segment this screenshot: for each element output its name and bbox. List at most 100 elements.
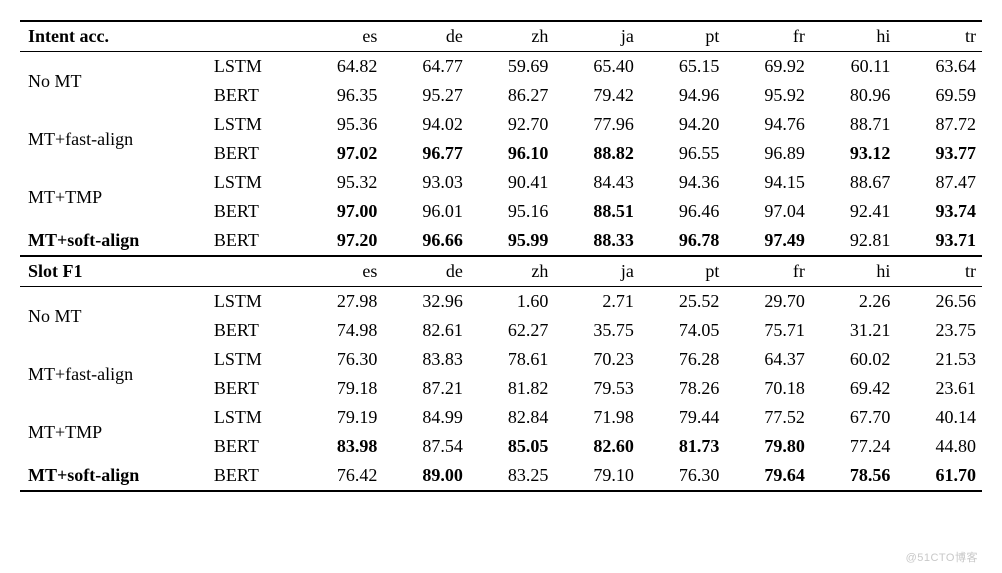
value-cell: 96.46 xyxy=(640,197,726,226)
value-cell: 95.27 xyxy=(383,81,469,110)
value-cell: 83.25 xyxy=(469,461,555,491)
value-cell: 88.67 xyxy=(811,168,897,197)
value-cell: 64.37 xyxy=(725,345,811,374)
model-label: BERT xyxy=(208,81,298,110)
value-cell: 40.14 xyxy=(896,403,982,432)
value-cell: 67.70 xyxy=(811,403,897,432)
value-cell: 31.21 xyxy=(811,316,897,345)
column-header: tr xyxy=(896,21,982,52)
value-cell: 96.01 xyxy=(383,197,469,226)
column-header: de xyxy=(383,256,469,287)
value-cell: 93.74 xyxy=(896,197,982,226)
value-cell: 79.42 xyxy=(554,81,640,110)
value-cell: 78.56 xyxy=(811,461,897,491)
value-cell: 96.55 xyxy=(640,139,726,168)
value-cell: 74.98 xyxy=(298,316,384,345)
value-cell: 87.72 xyxy=(896,110,982,139)
value-cell: 63.64 xyxy=(896,52,982,82)
value-cell: 76.30 xyxy=(298,345,384,374)
value-cell: 60.11 xyxy=(811,52,897,82)
column-header: fr xyxy=(725,256,811,287)
column-header: hi xyxy=(811,256,897,287)
value-cell: 92.81 xyxy=(811,226,897,256)
value-cell: 97.02 xyxy=(298,139,384,168)
value-cell: 82.61 xyxy=(383,316,469,345)
value-cell: 88.33 xyxy=(554,226,640,256)
value-cell: 1.60 xyxy=(469,287,555,317)
results-table: Intent acc.esdezhjaptfrhitrNo MTLSTM64.8… xyxy=(20,20,982,492)
model-label: LSTM xyxy=(208,52,298,82)
column-header: fr xyxy=(725,21,811,52)
value-cell: 78.26 xyxy=(640,374,726,403)
value-cell: 95.36 xyxy=(298,110,384,139)
value-cell: 96.66 xyxy=(383,226,469,256)
value-cell: 81.82 xyxy=(469,374,555,403)
model-label: LSTM xyxy=(208,287,298,317)
value-cell: 71.98 xyxy=(554,403,640,432)
column-header: es xyxy=(298,256,384,287)
value-cell: 77.52 xyxy=(725,403,811,432)
value-cell: 79.53 xyxy=(554,374,640,403)
value-cell: 64.82 xyxy=(298,52,384,82)
value-cell: 79.64 xyxy=(725,461,811,491)
group-label: MT+fast-align xyxy=(20,110,208,168)
value-cell: 69.59 xyxy=(896,81,982,110)
value-cell: 95.92 xyxy=(725,81,811,110)
value-cell: 85.05 xyxy=(469,432,555,461)
column-header: de xyxy=(383,21,469,52)
group-label: MT+TMP xyxy=(20,168,208,226)
value-cell: 93.12 xyxy=(811,139,897,168)
value-cell: 94.96 xyxy=(640,81,726,110)
value-cell: 79.18 xyxy=(298,374,384,403)
value-cell: 97.04 xyxy=(725,197,811,226)
value-cell: 97.00 xyxy=(298,197,384,226)
group-label: MT+soft-align xyxy=(20,461,208,491)
value-cell: 82.60 xyxy=(554,432,640,461)
value-cell: 95.99 xyxy=(469,226,555,256)
value-cell: 77.96 xyxy=(554,110,640,139)
value-cell: 76.42 xyxy=(298,461,384,491)
value-cell: 59.69 xyxy=(469,52,555,82)
model-label: LSTM xyxy=(208,403,298,432)
value-cell: 81.73 xyxy=(640,432,726,461)
value-cell: 94.20 xyxy=(640,110,726,139)
value-cell: 89.00 xyxy=(383,461,469,491)
value-cell: 70.18 xyxy=(725,374,811,403)
group-label: MT+soft-align xyxy=(20,226,208,256)
value-cell: 61.70 xyxy=(896,461,982,491)
value-cell: 79.10 xyxy=(554,461,640,491)
model-label: LSTM xyxy=(208,345,298,374)
value-cell: 87.54 xyxy=(383,432,469,461)
value-cell: 79.44 xyxy=(640,403,726,432)
group-label: No MT xyxy=(20,52,208,111)
value-cell: 95.16 xyxy=(469,197,555,226)
value-cell: 83.83 xyxy=(383,345,469,374)
column-header: ja xyxy=(554,21,640,52)
value-cell: 77.24 xyxy=(811,432,897,461)
value-cell: 76.28 xyxy=(640,345,726,374)
value-cell: 64.77 xyxy=(383,52,469,82)
value-cell: 23.75 xyxy=(896,316,982,345)
value-cell: 95.32 xyxy=(298,168,384,197)
value-cell: 23.61 xyxy=(896,374,982,403)
value-cell: 75.71 xyxy=(725,316,811,345)
watermark-text: @51CTO博客 xyxy=(906,549,978,565)
model-label: BERT xyxy=(208,316,298,345)
value-cell: 79.80 xyxy=(725,432,811,461)
value-cell: 96.35 xyxy=(298,81,384,110)
model-label: BERT xyxy=(208,374,298,403)
value-cell: 93.77 xyxy=(896,139,982,168)
value-cell: 70.23 xyxy=(554,345,640,374)
column-header: hi xyxy=(811,21,897,52)
value-cell: 74.05 xyxy=(640,316,726,345)
value-cell: 94.02 xyxy=(383,110,469,139)
column-header: zh xyxy=(469,21,555,52)
value-cell: 69.92 xyxy=(725,52,811,82)
value-cell: 29.70 xyxy=(725,287,811,317)
model-label: LSTM xyxy=(208,168,298,197)
value-cell: 32.96 xyxy=(383,287,469,317)
value-cell: 35.75 xyxy=(554,316,640,345)
column-header: zh xyxy=(469,256,555,287)
value-cell: 94.36 xyxy=(640,168,726,197)
value-cell: 96.89 xyxy=(725,139,811,168)
